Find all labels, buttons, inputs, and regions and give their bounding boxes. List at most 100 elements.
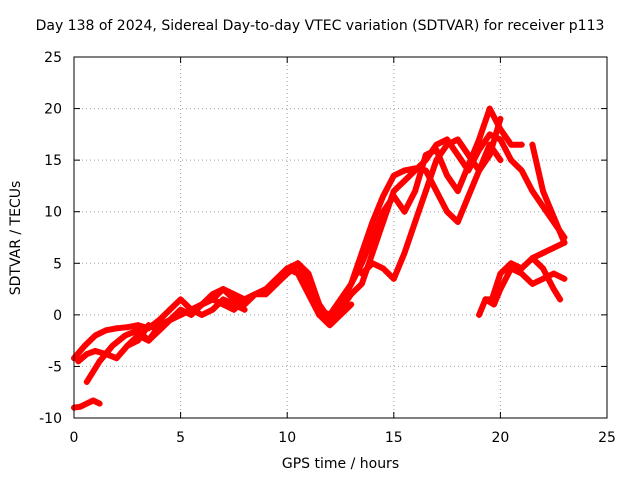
data-point: [508, 157, 515, 164]
data-point: [422, 188, 429, 195]
data-point: [412, 188, 419, 195]
data-point: [476, 136, 483, 143]
data-point: [401, 177, 408, 184]
data-point: [316, 301, 323, 308]
series-trace: [529, 255, 564, 303]
data-point: [412, 165, 419, 172]
data-point: [92, 347, 99, 354]
data-point: [508, 141, 515, 148]
x-tick-label: 20: [491, 430, 509, 446]
data-point: [412, 219, 419, 226]
data-point: [81, 342, 88, 349]
series-trace: [337, 105, 525, 308]
data-point: [156, 327, 163, 334]
data-point: [198, 311, 205, 318]
y-tick-label: 25: [44, 50, 62, 66]
data-point: [380, 208, 387, 215]
data-point: [134, 322, 141, 329]
data-point: [348, 301, 355, 308]
data-point: [444, 172, 451, 179]
data-point: [497, 136, 504, 143]
data-point: [508, 265, 515, 272]
y-tick-label: -5: [48, 359, 62, 375]
data-point: [230, 291, 237, 298]
data-point: [476, 167, 483, 174]
data-point: [518, 141, 525, 148]
data-point: [497, 115, 504, 122]
y-tick-label: 15: [44, 153, 62, 169]
data-point: [145, 337, 152, 344]
y-tick-label: 5: [53, 256, 62, 272]
data-point: [561, 275, 568, 282]
data-point: [177, 311, 184, 318]
data-point: [241, 296, 248, 303]
data-point: [508, 260, 515, 267]
data-point: [540, 203, 547, 210]
data-point: [109, 342, 116, 349]
data-point: [188, 306, 195, 313]
data-point: [380, 193, 387, 200]
series-trace: [358, 115, 504, 282]
data-point: [433, 188, 440, 195]
x-axis-label: GPS time / hours: [281, 456, 400, 472]
data-point: [422, 151, 429, 158]
series-track-11: [476, 239, 568, 318]
data-point: [540, 265, 547, 272]
data-point: [433, 157, 440, 164]
series-trace: [124, 296, 248, 349]
data-point: [433, 141, 440, 148]
series-trace: [529, 141, 568, 246]
data-point: [497, 157, 504, 164]
data-point: [166, 306, 173, 313]
data-point: [124, 324, 131, 331]
data-point: [83, 351, 90, 358]
data-point: [557, 296, 564, 303]
data-point: [326, 311, 333, 318]
data-point: [486, 151, 493, 158]
data-point: [198, 301, 205, 308]
data-point: [122, 332, 129, 339]
data-point: [540, 249, 547, 256]
data-point: [550, 244, 557, 251]
data-point: [145, 322, 152, 329]
data-point: [83, 400, 90, 407]
data-point: [337, 301, 344, 308]
data-point: [294, 270, 301, 277]
data-point: [454, 136, 461, 143]
data-point: [401, 249, 408, 256]
data-point: [497, 270, 504, 277]
data-point: [550, 270, 557, 277]
data-point: [390, 275, 397, 282]
chart-title: Day 138 of 2024, Sidereal Day-to-day VTE…: [35, 18, 605, 34]
data-point: [518, 270, 525, 277]
data-point: [390, 172, 397, 179]
data-point: [102, 327, 109, 334]
data-point: [497, 286, 504, 293]
data-point: [380, 265, 387, 272]
data-point: [326, 317, 333, 324]
x-tick-label: 5: [176, 430, 185, 446]
x-tick-label: 0: [70, 430, 79, 446]
y-tick-label: -10: [39, 411, 62, 427]
data-point: [316, 306, 323, 313]
data-point: [454, 219, 461, 226]
data-point: [92, 332, 99, 339]
data-layer: [71, 105, 568, 411]
data-point: [230, 301, 237, 308]
data-point: [401, 167, 408, 174]
data-point: [241, 306, 248, 313]
grid-layer: [74, 57, 607, 418]
series-track-1: [71, 397, 103, 411]
data-point: [77, 403, 84, 410]
series-track-8: [337, 105, 525, 308]
data-point: [518, 167, 525, 174]
tick-layer: 0 5 10 15 20 25 -10 -5 0 5 10 15 20 25: [39, 50, 616, 446]
data-point: [305, 270, 312, 277]
data-point: [177, 296, 184, 303]
data-point: [465, 162, 472, 169]
data-point: [166, 317, 173, 324]
data-point: [294, 260, 301, 267]
data-point: [529, 280, 536, 287]
data-point: [358, 270, 365, 277]
